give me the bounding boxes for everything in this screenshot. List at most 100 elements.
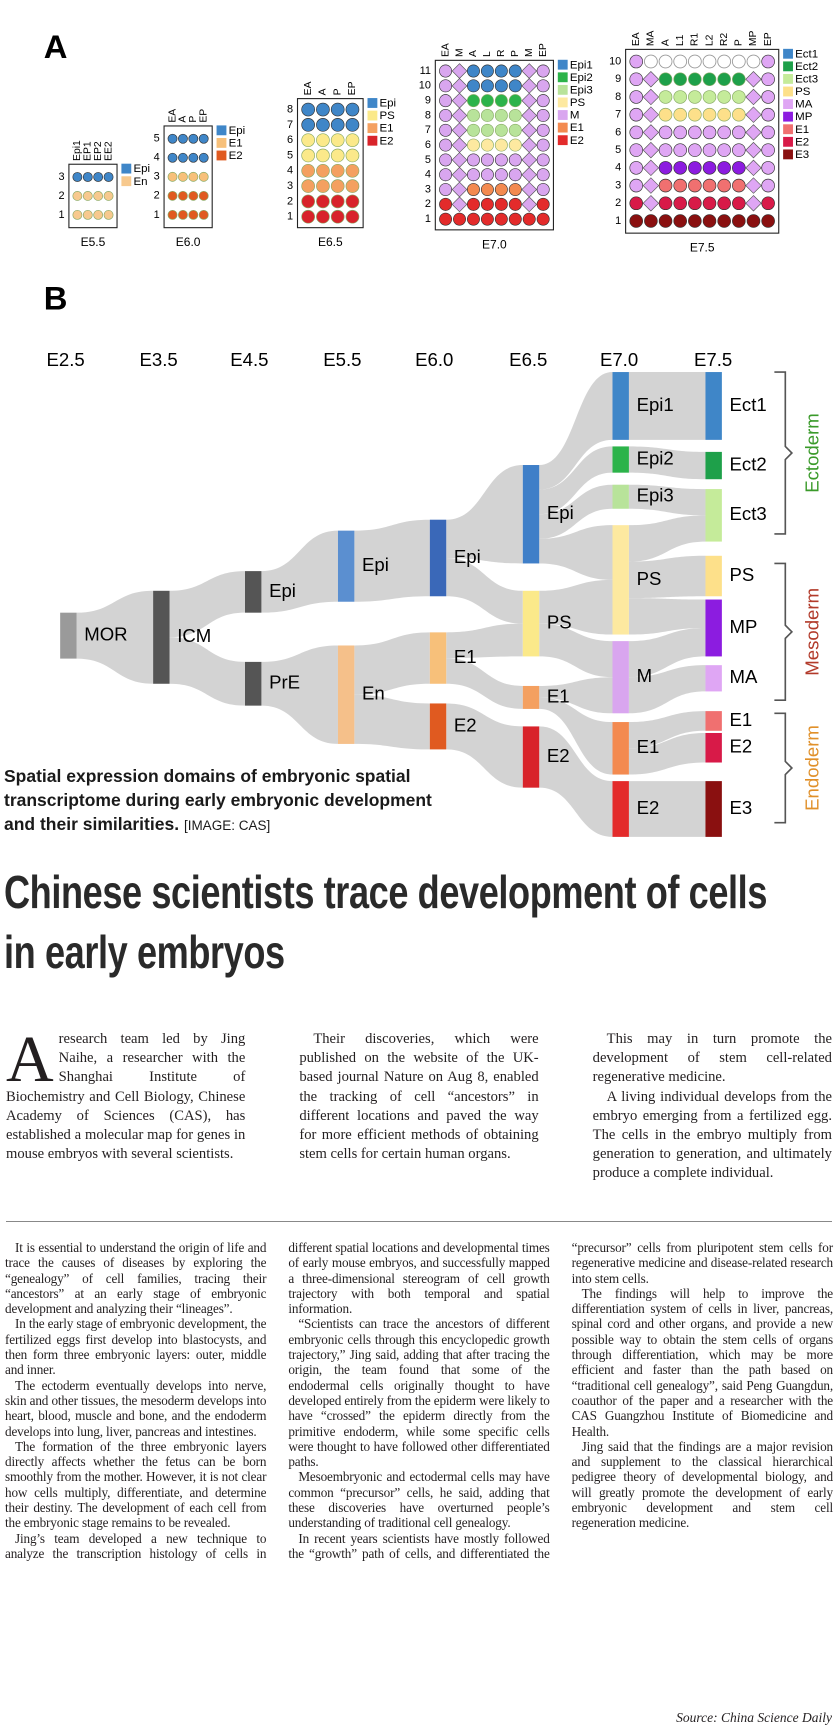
node-bar: [429, 519, 447, 597]
cell-dot: [494, 212, 508, 226]
cell-dot: [480, 79, 494, 93]
cell-dot: [658, 107, 673, 122]
row-label: 1: [58, 209, 64, 221]
flow-band: [446, 703, 523, 788]
legend-swatch: [557, 110, 568, 120]
legend-swatch: [783, 111, 793, 122]
cell-dot: [761, 214, 775, 228]
cell-dot: [717, 196, 731, 211]
legend-label: E3: [795, 149, 809, 161]
node-label: MP: [730, 616, 758, 637]
cell-diamond: [451, 196, 468, 213]
article-body: It is essential to understand the origin…: [5, 1240, 833, 1710]
cell-dot: [330, 118, 345, 132]
cell-dot: [732, 214, 746, 228]
cell-dot: [480, 123, 494, 137]
cell-dot: [301, 102, 315, 117]
cell-dot: [494, 197, 508, 211]
column-label: P: [510, 50, 521, 57]
node-label: Epi: [269, 580, 296, 601]
cell-dot: [508, 168, 522, 182]
paragraph: A living individual develops from the em…: [592, 1088, 832, 1182]
cell-dot: [198, 171, 209, 182]
node-label: Epi2: [637, 447, 674, 468]
flow-band: [354, 694, 430, 750]
cell-dot: [466, 197, 480, 211]
column-label: EA: [631, 32, 642, 46]
node-bar: [522, 685, 540, 709]
cell-dot: [731, 54, 746, 69]
paragraph-text: research team led by Jing Naihe, a resea…: [6, 1031, 246, 1163]
cell-dot: [480, 212, 494, 226]
cell-dot: [494, 79, 508, 93]
row-label: 2: [58, 190, 64, 202]
cell-diamond: [521, 137, 538, 153]
cell-diamond: [745, 159, 762, 177]
legend-swatch: [783, 136, 793, 147]
cell-dot: [466, 153, 480, 167]
cell-diamond: [745, 141, 762, 159]
cell-dot: [316, 179, 330, 193]
cell-dot: [103, 210, 114, 220]
cell-dot: [345, 179, 360, 193]
legend-swatch: [121, 176, 132, 187]
cell-dot: [82, 172, 93, 182]
flow-band: [628, 446, 706, 480]
flow-band: [628, 665, 706, 714]
flow-band: [628, 598, 706, 635]
cell-dot: [188, 133, 199, 144]
row-label: 5: [154, 133, 160, 145]
cell-diamond: [521, 166, 538, 183]
flow-band: [539, 525, 613, 580]
flow-band: [446, 623, 523, 659]
cell-dot: [629, 143, 644, 157]
row-label: 5: [615, 144, 621, 156]
cell-dot: [536, 64, 550, 78]
cell-dot: [439, 153, 453, 167]
cell-dot: [644, 214, 658, 228]
stage-box: [68, 163, 118, 229]
node-label: E3: [730, 797, 753, 818]
legend-swatch: [216, 137, 227, 148]
cell-dot: [536, 138, 550, 152]
cell-dot: [316, 163, 330, 178]
node-label: E1: [637, 736, 660, 757]
column-label: MA: [646, 30, 657, 46]
column-label: EP: [538, 43, 549, 57]
column-label: A: [178, 116, 189, 123]
stage-label: E7.5: [690, 241, 715, 255]
row-label: 8: [287, 103, 293, 115]
stage-label: E5.5: [81, 235, 106, 249]
cell-dot: [188, 171, 199, 182]
legend-swatch: [216, 150, 227, 161]
node-bar: [522, 726, 540, 788]
cell-dot: [316, 194, 330, 209]
cell-dot: [732, 107, 746, 122]
stage-label: E7.0: [482, 237, 507, 251]
paragraph: This may in turn promote the development…: [592, 1031, 832, 1086]
node-bar: [705, 451, 722, 480]
row-label: 5: [287, 149, 293, 161]
legend-swatch: [783, 99, 793, 109]
legend-label: M: [570, 110, 580, 122]
cell-dot: [629, 54, 644, 69]
cell-dot: [301, 194, 315, 209]
cell-dot: [439, 108, 453, 122]
cell-dot: [717, 178, 731, 193]
cell-dot: [508, 138, 522, 152]
row-label: 2: [425, 198, 431, 210]
cell-diamond: [451, 107, 468, 124]
cell-dot: [717, 143, 731, 157]
legend-label: E1: [229, 137, 243, 149]
node-label: MOR: [84, 624, 127, 645]
caption-credit: [IMAGE: CAS]: [183, 818, 271, 833]
flow-band: [539, 697, 613, 775]
column-label: A: [318, 88, 329, 95]
node-bar: [612, 722, 629, 775]
stage-box: [163, 125, 213, 229]
cell-dot: [688, 143, 702, 157]
column-label: M: [524, 48, 535, 57]
cell-dot: [761, 90, 775, 104]
cell-dot: [732, 72, 746, 87]
paragraph: The ectoderm eventually develops into ne…: [5, 1377, 267, 1439]
